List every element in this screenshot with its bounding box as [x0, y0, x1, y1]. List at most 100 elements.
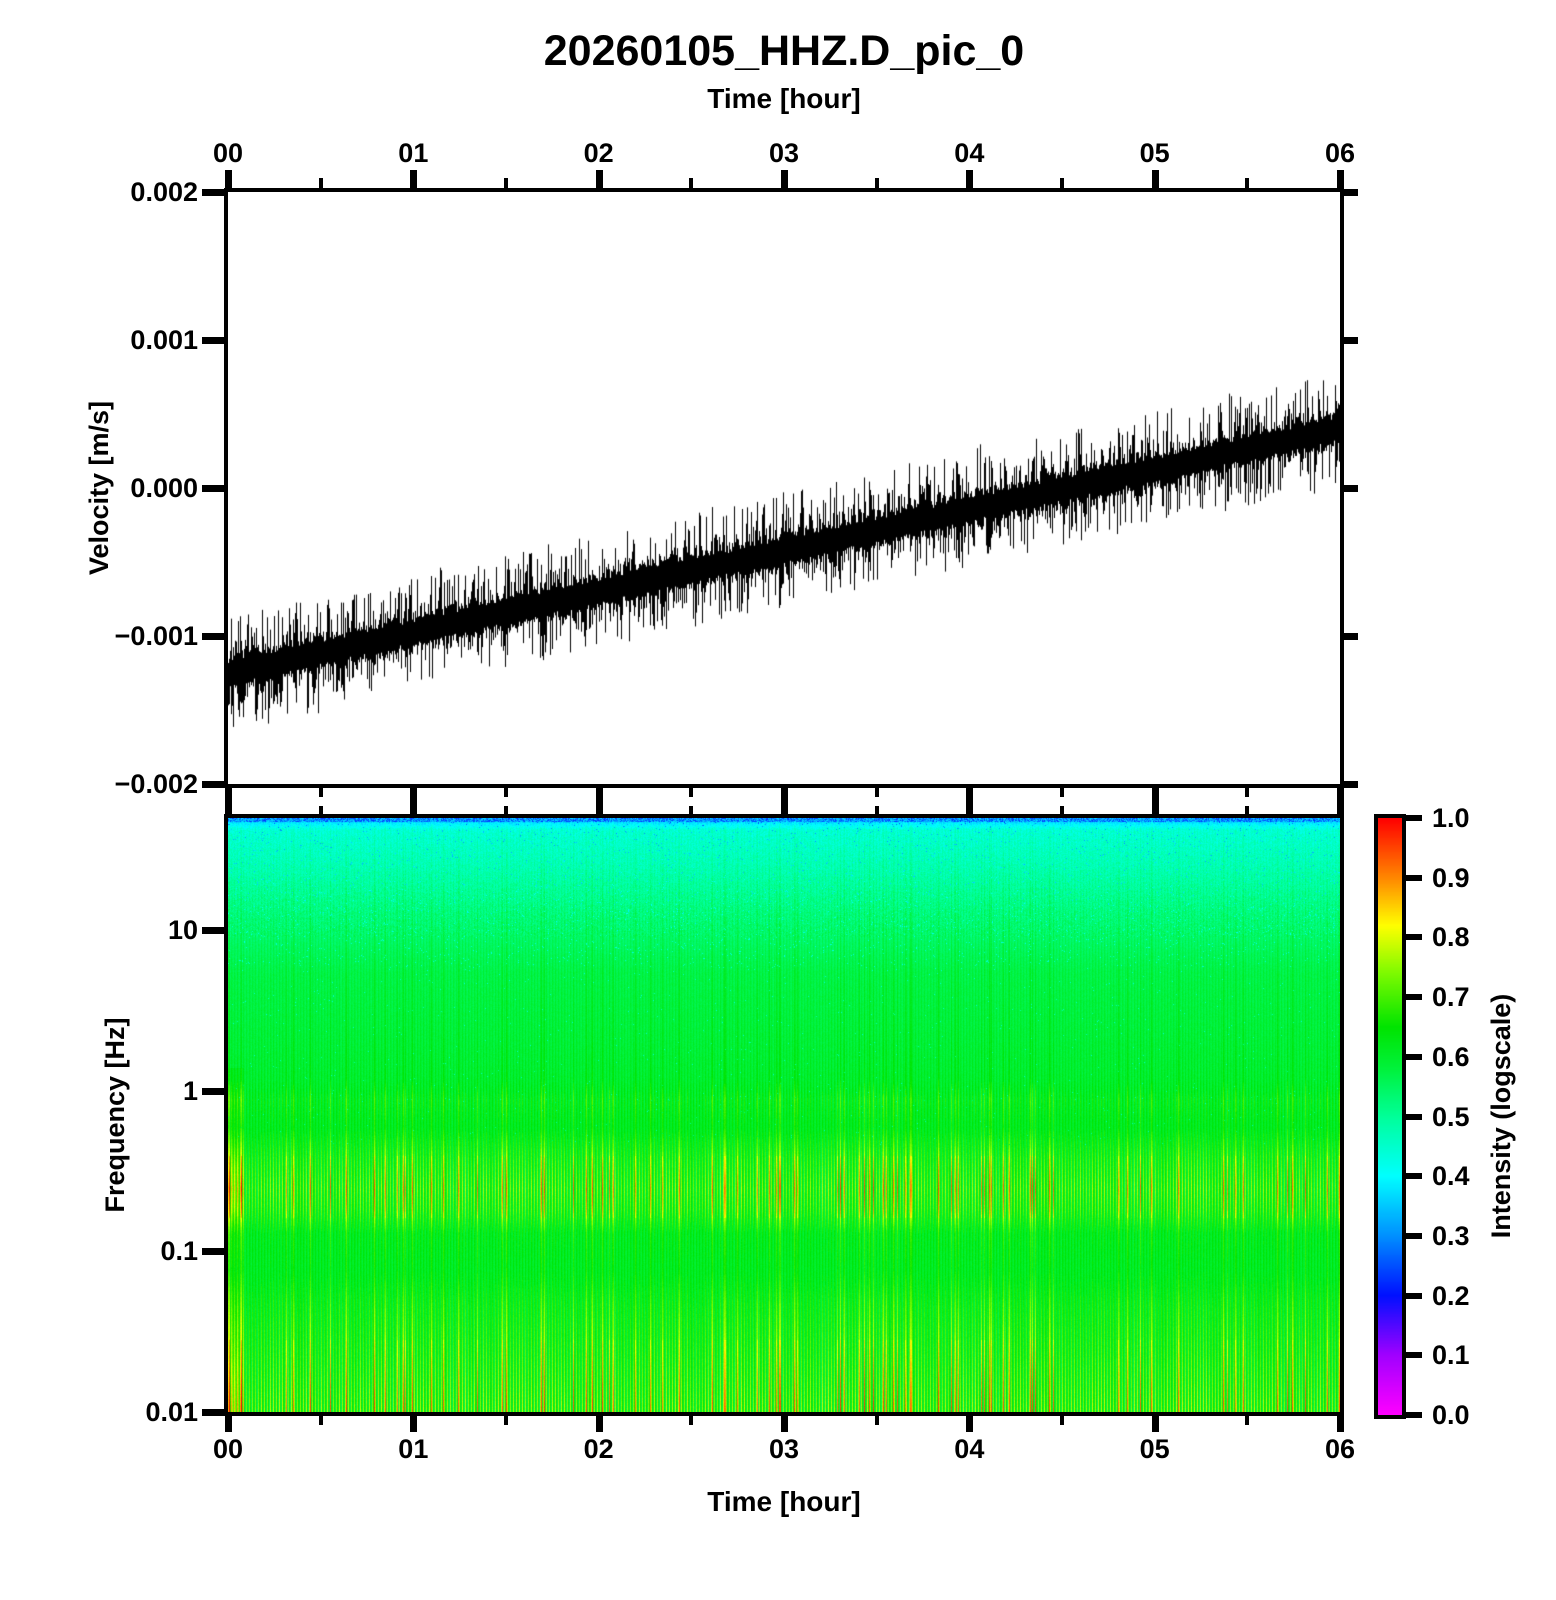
- x-minor-tick-top: [1245, 178, 1250, 188]
- x-minor-tick-top: [689, 178, 694, 188]
- x-major-tick-spec-bottom: [1151, 1416, 1159, 1432]
- bottom-time-axis-label: Time [hour]: [707, 1486, 861, 1517]
- x-minor-tick-spec-bottom: [874, 1416, 879, 1425]
- x-major-tick-wave-bottom: [225, 788, 232, 804]
- velocity-right-tick: [1344, 189, 1358, 196]
- x-tick-label-top: 03: [768, 138, 800, 168]
- colorbar-tick-label: 0.3: [1432, 1220, 1470, 1251]
- spectrogram-panel-border: [224, 814, 1344, 1416]
- seismogram-canvas: [228, 192, 1340, 784]
- colorbar-tick: [1406, 1412, 1422, 1418]
- frequency-tick-label: 10: [167, 915, 198, 946]
- x-minor-tick-spec-bottom: [504, 1416, 508, 1425]
- figure-title: 20260105_HHZ.D_pic_0: [543, 27, 1025, 75]
- colorbar-tick: [1406, 934, 1422, 941]
- velocity-major-tick: [202, 485, 224, 492]
- x-major-tick-spec-top: [966, 800, 974, 814]
- x-major-tick-top: [410, 170, 418, 188]
- x-tick-label-top: 02: [583, 138, 614, 168]
- x-major-tick-spec-top: [225, 800, 232, 814]
- x-minor-tick-spec-top: [1245, 806, 1250, 814]
- x-minor-tick-spec-bottom: [1060, 1416, 1064, 1425]
- x-major-tick-spec-top: [781, 800, 788, 814]
- velocity-tick-label: 0.002: [130, 177, 198, 207]
- velocity-right-tick: [1344, 633, 1358, 640]
- x-major-tick-spec-top: [1151, 800, 1159, 814]
- colorbar-tick-label: 0.4: [1432, 1161, 1470, 1192]
- x-major-tick-spec-bottom: [781, 1416, 788, 1432]
- x-minor-tick-top: [874, 178, 879, 188]
- x-major-tick-wave-bottom: [595, 788, 603, 804]
- x-minor-tick-wave-bottom: [1060, 788, 1064, 797]
- colorbar-tick: [1406, 1113, 1422, 1120]
- velocity-right-tick: [1344, 781, 1358, 788]
- velocity-tick-label: −0.002: [114, 769, 198, 799]
- x-minor-tick-wave-bottom: [318, 788, 323, 797]
- x-tick-label-bottom: 05: [1139, 1434, 1170, 1464]
- colorbar-tick-label: 0.6: [1432, 1041, 1470, 1072]
- x-major-tick-top: [595, 170, 603, 188]
- x-tick-label-bottom: 00: [212, 1434, 244, 1464]
- x-tick-label-bottom: 04: [954, 1434, 985, 1464]
- velocity-major-tick: [202, 189, 224, 196]
- x-tick-label-top: 01: [398, 138, 429, 168]
- frequency-tick-label: 1: [182, 1075, 198, 1106]
- colorbar-tick: [1406, 1232, 1422, 1239]
- colorbar-tick: [1406, 1053, 1422, 1060]
- frequency-major-tick: [202, 1087, 224, 1095]
- frequency-major-tick: [202, 927, 224, 935]
- x-minor-tick-wave-bottom: [689, 788, 694, 797]
- x-tick-label-bottom: 06: [1324, 1434, 1356, 1464]
- colorbar-tick-label: 0.1: [1432, 1340, 1470, 1371]
- x-minor-tick-wave-bottom: [1245, 788, 1250, 797]
- x-major-tick-spec-bottom: [1337, 1416, 1344, 1432]
- colorbar-gradient: [1378, 818, 1402, 1415]
- colorbar-tick-label: 0.9: [1432, 862, 1470, 893]
- colorbar-tick-label: 0.8: [1432, 922, 1470, 953]
- x-tick-label-bottom: 01: [398, 1434, 429, 1464]
- x-major-tick-spec-top: [410, 800, 418, 814]
- x-major-tick-top: [781, 170, 788, 188]
- x-major-tick-spec-top: [595, 800, 603, 814]
- top-time-axis-label: Time [hour]: [707, 83, 861, 114]
- x-minor-tick-top: [318, 178, 323, 188]
- velocity-tick-label: 0.001: [130, 325, 198, 355]
- x-minor-tick-spec-top: [504, 806, 508, 814]
- colorbar-tick-label: 1.0: [1432, 803, 1470, 833]
- x-major-tick-top: [1151, 170, 1159, 188]
- x-minor-tick-spec-top: [689, 806, 694, 814]
- spectrogram-canvas: [228, 818, 1340, 1412]
- colorbar-tick-label: 0.5: [1432, 1101, 1470, 1132]
- x-minor-tick-spec-top: [874, 806, 879, 814]
- velocity-tick-label: 0.000: [130, 473, 198, 503]
- colorbar-tick: [1406, 1292, 1422, 1299]
- x-major-tick-top: [966, 170, 974, 188]
- x-tick-label-bottom: 02: [583, 1434, 614, 1464]
- x-major-tick-spec-bottom: [225, 1416, 232, 1432]
- colorbar-tick: [1406, 994, 1422, 1001]
- x-minor-tick-wave-bottom: [504, 788, 508, 797]
- x-minor-tick-top: [1060, 178, 1064, 188]
- x-minor-tick-spec-top: [1060, 806, 1064, 814]
- colorbar-border: [1374, 814, 1406, 1419]
- x-major-tick-spec-bottom: [966, 1416, 974, 1432]
- x-tick-label-top: 04: [954, 138, 985, 168]
- x-tick-label-bottom: 03: [768, 1434, 800, 1464]
- x-major-tick-spec-bottom: [410, 1416, 418, 1432]
- colorbar-tick: [1406, 874, 1422, 881]
- x-minor-tick-wave-bottom: [874, 788, 879, 797]
- velocity-right-tick: [1344, 337, 1358, 344]
- x-major-tick-wave-bottom: [410, 788, 418, 804]
- x-major-tick-spec-bottom: [595, 1416, 603, 1432]
- x-major-tick-spec-top: [1337, 800, 1344, 814]
- colorbar-tick-label: 0.2: [1432, 1280, 1470, 1311]
- velocity-tick-label: −0.001: [114, 621, 198, 651]
- x-major-tick-wave-bottom: [1337, 788, 1344, 804]
- x-minor-tick-spec-bottom: [318, 1416, 323, 1425]
- x-minor-tick-top: [504, 178, 508, 188]
- frequency-major-tick: [202, 1248, 224, 1256]
- colorbar-tick-label: 0.7: [1432, 982, 1470, 1013]
- frequency-tick-label: 0.01: [145, 1397, 198, 1427]
